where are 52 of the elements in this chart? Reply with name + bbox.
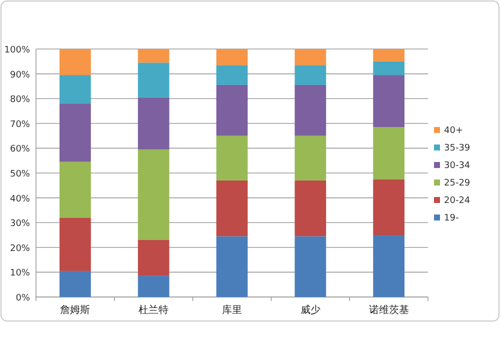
y-tick-label: 70%: [10, 120, 30, 130]
legend-label: 25-29: [444, 178, 470, 188]
y-tick-label: 0%: [16, 294, 30, 304]
y-tick-label: 50%: [10, 170, 30, 180]
legend-label: 35-39: [444, 144, 470, 154]
bar: [373, 75, 404, 128]
bar: [60, 75, 91, 104]
bar: [60, 49, 91, 76]
legend-label: 19-: [444, 214, 459, 224]
x-tick-label: 杜兰特: [138, 304, 169, 316]
bar: [60, 218, 91, 271]
bar: [373, 235, 404, 297]
y-tick-label: 20%: [10, 244, 30, 254]
y-tick-label: 10%: [10, 268, 30, 279]
legend-label: 20-24: [444, 196, 470, 206]
bar: [294, 236, 326, 297]
bar: [373, 61, 404, 76]
bar: [138, 149, 170, 240]
bar: [373, 49, 404, 62]
bar: [138, 276, 170, 297]
bar: [294, 84, 326, 136]
y-tick-label: 60%: [10, 144, 30, 155]
x-tick-label: 詹姆斯: [60, 304, 90, 316]
bar: [373, 179, 404, 235]
bar: [216, 136, 248, 180]
bar: [216, 84, 248, 136]
bar: [138, 97, 170, 150]
x-tick-label: 诺维茨基: [368, 304, 409, 316]
x-tick-label: 库里: [222, 304, 242, 316]
y-tick-label: 80%: [10, 95, 30, 106]
legend-label: 30-34: [444, 161, 470, 171]
bar: [138, 240, 170, 276]
bar: [60, 104, 91, 162]
bar: [216, 236, 248, 297]
bar: [373, 127, 404, 180]
bar: [138, 49, 170, 63]
bar: [294, 180, 326, 236]
bar: [216, 49, 248, 66]
bar: [60, 270, 91, 297]
y-tick-label: 40%: [10, 194, 30, 204]
y-tick-label: 100%: [4, 46, 30, 56]
bar: [138, 62, 170, 98]
bar: [216, 180, 248, 236]
bar: [294, 65, 326, 85]
bar: [294, 136, 326, 180]
bar: [294, 49, 326, 66]
y-tick-label: 30%: [10, 219, 30, 230]
x-tick-label: 威少: [300, 304, 320, 316]
legend-label: 40+: [444, 126, 463, 136]
bar: [216, 65, 248, 85]
y-tick-label: 90%: [10, 70, 30, 80]
bar: [60, 162, 91, 218]
